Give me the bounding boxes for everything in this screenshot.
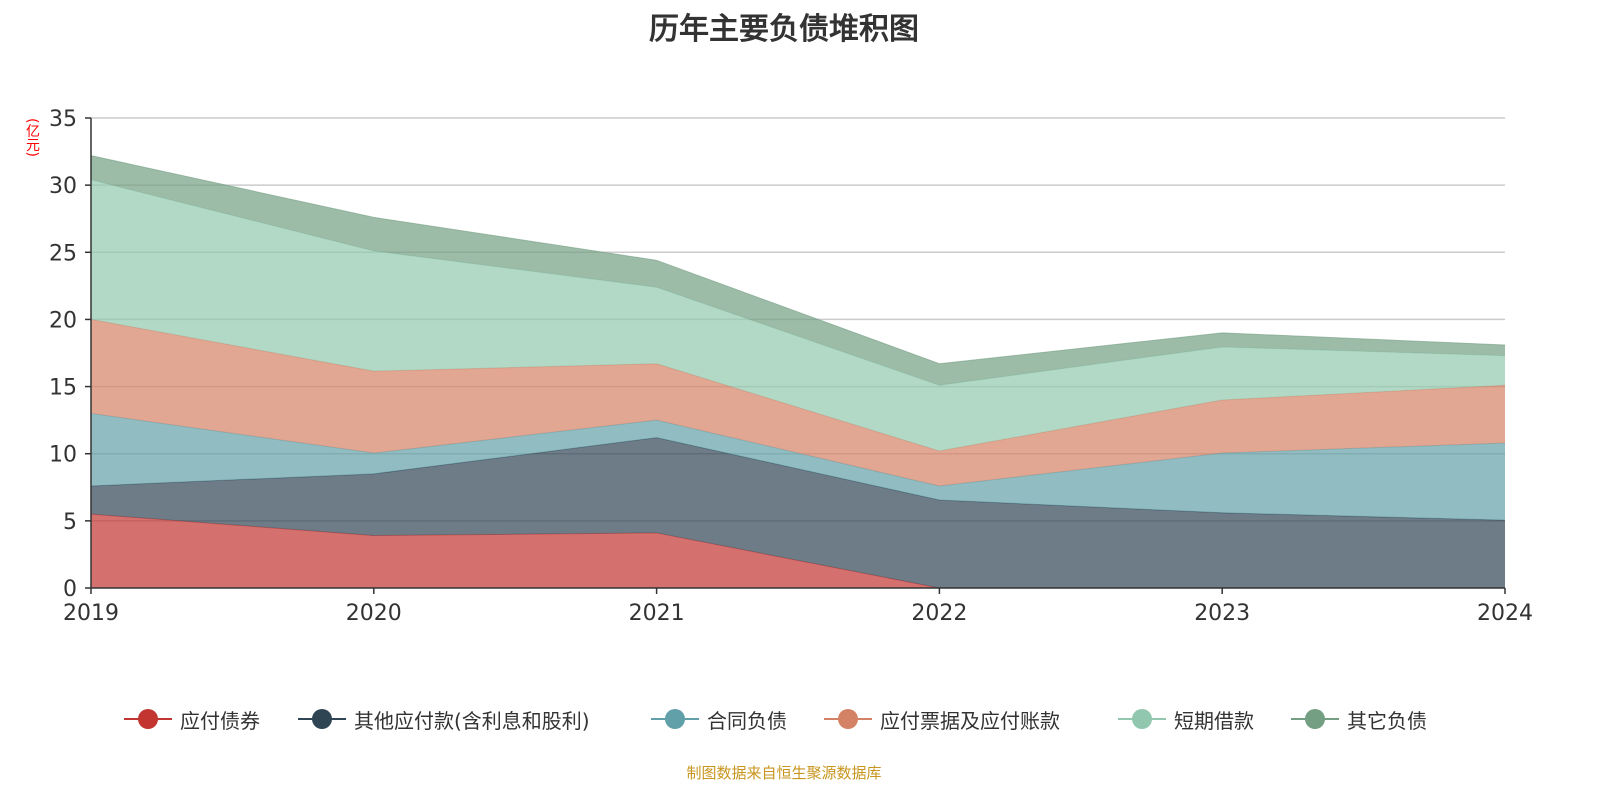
area-series-1 — [91, 514, 1505, 588]
legend-item-3[interactable]: 合同负债 — [651, 704, 787, 734]
area-series-3 — [91, 413, 1505, 521]
y-tick-label: 25 — [49, 241, 77, 266]
y-axis-unit-label: (亿元) — [24, 118, 40, 157]
legend-label: 合同负债 — [707, 708, 787, 733]
legend-circle-icon — [651, 707, 699, 731]
stacked-area-chart: 0 5 10 15 20 25 30 35 2019 2020 2021 2022 2023 2024 — [49, 107, 1533, 626]
legend-circle-icon — [1291, 707, 1339, 731]
area-series-5 — [91, 179, 1505, 452]
legend-item-6[interactable]: 其它负债 — [1291, 704, 1427, 734]
y-tick-label: 15 — [49, 376, 77, 401]
y-tick-label: 35 — [49, 107, 77, 132]
y-tick-label: 20 — [49, 308, 77, 333]
legend-label: 应付票据及应付账款 — [880, 708, 1060, 733]
legend-circle-icon — [298, 707, 346, 731]
legend-label: 短期借款 — [1174, 708, 1254, 733]
x-tick-label: 2024 — [1477, 601, 1533, 626]
legend-circle-icon — [1118, 707, 1166, 731]
x-tick-label: 2020 — [346, 601, 402, 626]
x-tick-label: 2022 — [911, 601, 967, 626]
chart-title: 历年主要负债堆积图 — [649, 12, 919, 47]
legend-item-2[interactable]: 其他应付款(含利息和股利) — [298, 704, 590, 734]
legend-item-4[interactable]: 应付票据及应付账款 — [824, 704, 1060, 734]
legend-label: 应付债券 — [180, 708, 260, 733]
legend-circle-icon — [124, 707, 172, 731]
x-tick-label: 2023 — [1194, 601, 1250, 626]
area-line-series-6 — [90, 155, 1506, 365]
y-tick-label: 10 — [49, 443, 77, 468]
legend-label: 其他应付款(含利息和股利) — [354, 708, 590, 733]
legend-item-5[interactable]: 短期借款 — [1118, 704, 1254, 734]
y-tick-label: 0 — [63, 577, 77, 602]
x-tick-label: 2019 — [63, 601, 119, 626]
y-tick-label: 5 — [63, 510, 77, 535]
legend-circle-icon — [824, 707, 872, 731]
legend-item-1[interactable]: 应付债券 — [124, 704, 260, 734]
legend-label: 其它负债 — [1347, 708, 1427, 733]
y-tick-label: 30 — [49, 174, 77, 199]
x-tick-label: 2021 — [629, 601, 685, 626]
area-series-2 — [91, 437, 1505, 588]
area-series-4 — [91, 319, 1505, 486]
source-note: 制图数据来自恒生聚源数据库 — [686, 764, 882, 782]
